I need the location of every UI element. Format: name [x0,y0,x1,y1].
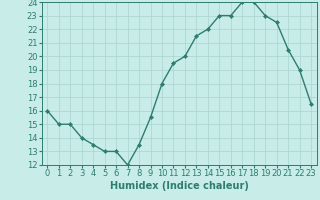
X-axis label: Humidex (Indice chaleur): Humidex (Indice chaleur) [110,181,249,191]
